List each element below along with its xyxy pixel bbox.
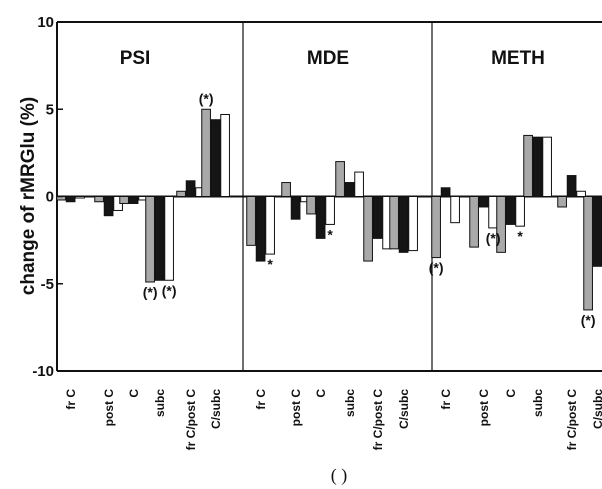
bar <box>566 175 577 197</box>
y-axis-label: change of rMRGlu (%) <box>18 97 39 295</box>
bar <box>542 136 552 197</box>
y-tick-label: 0 <box>46 189 54 206</box>
bar <box>398 196 409 253</box>
y-axis: 10 5 0 -5 -10 <box>32 14 63 380</box>
bar <box>557 196 567 208</box>
category-label: C <box>314 389 328 398</box>
panel-title: MDE <box>307 48 349 69</box>
bar <box>450 196 460 224</box>
bar <box>523 134 533 198</box>
bar <box>515 196 525 227</box>
category-label: post C <box>477 389 491 427</box>
significance-mark: (*) <box>429 260 444 276</box>
bar <box>290 196 301 220</box>
bar <box>592 196 602 267</box>
significance-mark: (*) <box>162 282 177 298</box>
category-label: fr C <box>64 389 78 410</box>
category-label: subc <box>153 389 167 417</box>
bar <box>496 196 506 253</box>
bar <box>408 196 418 252</box>
category-label: fr C/post C <box>371 389 385 451</box>
bar <box>210 119 221 197</box>
bars <box>56 108 602 311</box>
category-label: post C <box>102 389 116 427</box>
category-label: C/subc <box>209 389 223 429</box>
bar <box>145 196 155 283</box>
category-label: post C <box>289 389 303 427</box>
bar <box>469 196 479 248</box>
bar <box>576 190 586 197</box>
category-label: C/subc <box>591 389 602 429</box>
y-tick-label: -5 <box>41 276 54 293</box>
y-tick-label: 10 <box>37 14 54 31</box>
bar <box>220 113 230 197</box>
bar <box>344 182 355 197</box>
significance-mark: * <box>517 228 523 244</box>
bar <box>505 196 516 225</box>
bar <box>335 161 345 198</box>
bar <box>255 196 266 262</box>
significance-marks: (*)(*)(*)**(*)(*)*(*)(* <box>143 90 596 328</box>
bar <box>185 180 196 197</box>
bar <box>246 196 256 246</box>
bar <box>75 196 85 199</box>
significance-mark: (*) <box>486 230 501 246</box>
bar <box>583 196 593 311</box>
category-label: fr C <box>439 389 453 410</box>
bar <box>532 136 543 197</box>
bar <box>164 196 174 281</box>
category-label: subc <box>343 389 357 417</box>
panel-title: PSI <box>120 48 151 69</box>
y-tick-label: 5 <box>46 101 54 118</box>
footer-label: ( ) <box>331 465 348 486</box>
bar <box>431 196 441 259</box>
bar <box>65 196 76 203</box>
bar <box>201 108 211 197</box>
panel-title: METH <box>491 48 545 69</box>
significance-mark: * <box>267 256 273 272</box>
y-tick-label: -10 <box>32 363 54 380</box>
significance-mark: (*) <box>581 312 596 328</box>
bar <box>478 196 489 208</box>
bar <box>265 196 275 255</box>
bar <box>281 182 291 197</box>
bar <box>94 196 104 203</box>
bar <box>354 171 364 198</box>
category-label: C/subc <box>397 389 411 429</box>
bar <box>488 196 498 229</box>
significance-mark: (*) <box>199 90 214 106</box>
significance-mark: * <box>327 226 333 242</box>
bar <box>306 196 316 215</box>
category-label: fr C/post C <box>565 389 579 451</box>
bar <box>128 196 139 204</box>
category-label: fr C <box>254 389 268 410</box>
bar <box>103 196 114 217</box>
bar <box>176 190 186 197</box>
category-label: fr C/post C <box>184 389 198 451</box>
bar <box>325 196 335 225</box>
bar <box>154 196 165 281</box>
bar <box>119 196 129 204</box>
bar <box>315 196 326 239</box>
significance-mark: (*) <box>143 284 158 300</box>
bar <box>372 196 383 239</box>
bar <box>440 187 451 197</box>
bar <box>389 196 399 250</box>
bar <box>363 196 373 262</box>
category-label: C <box>127 389 141 398</box>
category-label: subc <box>531 389 545 417</box>
category-label: C <box>504 389 518 398</box>
